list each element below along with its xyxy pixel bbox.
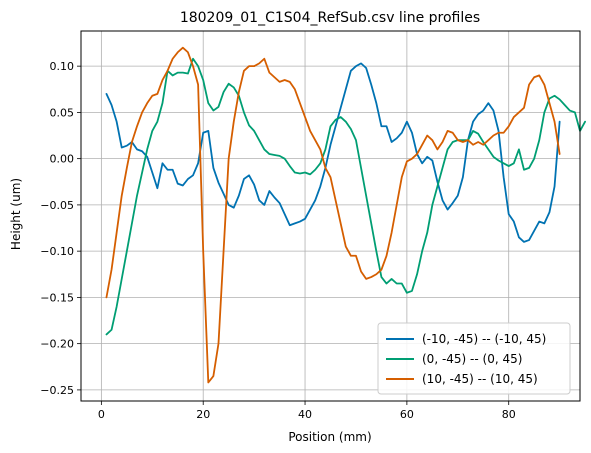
legend-label: (10, -45) -- (10, 45) (422, 372, 538, 386)
y-tick-label: 0.05 (50, 106, 75, 119)
y-tick-label: −0.20 (40, 338, 74, 351)
plot-frame (80, 30, 581, 402)
y-tick-label: −0.15 (40, 291, 74, 304)
legend-label: (-10, -45) -- (-10, 45) (422, 332, 546, 346)
y-tick-label: 0.00 (50, 153, 75, 166)
x-tick-label: 0 (98, 408, 105, 421)
y-axis-label: Height (um) (9, 178, 23, 250)
x-axis-label: Position (mm) (288, 430, 371, 444)
x-tick-label: 80 (502, 408, 516, 421)
y-tick-label: −0.10 (40, 245, 74, 258)
y-tick-label: −0.05 (40, 199, 74, 212)
x-tick-label: 60 (400, 408, 414, 421)
x-tick-label: 40 (298, 408, 312, 421)
y-tick-label: −0.25 (40, 384, 74, 397)
y-tick-label: 0.10 (50, 60, 75, 73)
chart-title: 180209_01_C1S04_RefSub.csv line profiles (180, 10, 480, 26)
series-layer (105, 46, 586, 384)
x-tick-label: 20 (196, 408, 210, 421)
x-axis: 0 20 40 60 80 (98, 401, 516, 421)
legend: (-10, -45) -- (-10, 45) (0, -45) -- (0, 4… (377, 322, 571, 395)
y-axis: −0.25 −0.20 −0.15 −0.10 −0.05 0.00 0.05 0.10 (40, 60, 81, 397)
series-line-3 (105, 46, 561, 384)
legend-label: (0, -45) -- (0, 45) (422, 352, 522, 366)
legend-box (377, 322, 571, 395)
series-line-1 (105, 62, 561, 243)
series-line-2 (105, 57, 586, 336)
